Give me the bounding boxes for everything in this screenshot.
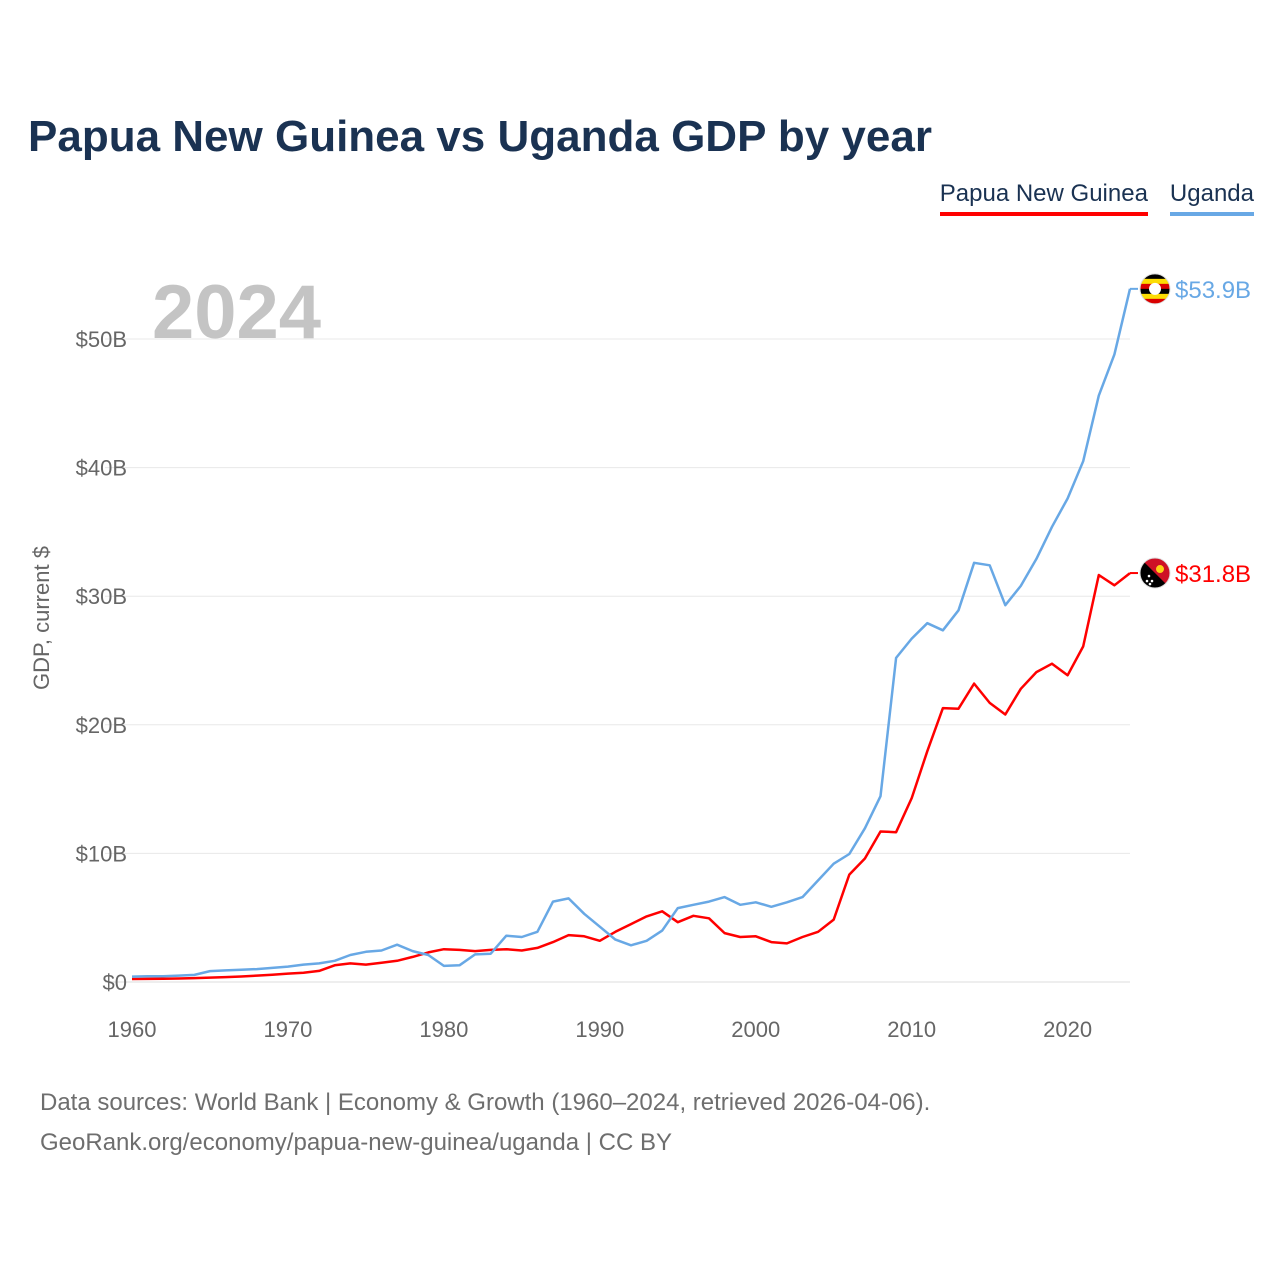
flag-stripe — [1140, 298, 1170, 304]
flag-icon-uganda — [1139, 273, 1171, 305]
footer-source: Data sources: World Bank | Economy & Gro… — [40, 1089, 931, 1116]
end-value-label-papua-new-guinea: $31.8B — [1175, 561, 1251, 588]
flag-emblem — [1149, 282, 1161, 295]
y-axis-label: GDP, current $ — [29, 546, 54, 690]
y-tick-label: $20B — [76, 713, 127, 738]
flag-star — [1148, 582, 1152, 586]
footer: Data sources: World Bank | Economy & Gro… — [40, 1083, 930, 1163]
y-axis-ticks: $0 $10B $20B $30B $40B $50B — [76, 327, 127, 995]
flag-ring — [1139, 273, 1171, 305]
series-lines — [131, 288, 1132, 981]
flag-stripe — [1140, 278, 1170, 285]
y-tick-label: $50B — [76, 327, 127, 352]
series-end-markers: $31.8B $53.9B — [1130, 273, 1251, 589]
x-tick-label: 2000 — [731, 1017, 780, 1042]
x-tick-label: 1970 — [263, 1017, 312, 1042]
legend-item-papua-new-guinea[interactable]: Papua New Guinea — [939, 180, 1148, 216]
legend-item-uganda[interactable]: Uganda — [1169, 180, 1254, 216]
end-value-label-uganda: $53.9B — [1175, 277, 1251, 304]
footer-link[interactable]: GeoRank.org/economy/papua-new-guinea/uga… — [40, 1129, 672, 1156]
y-tick-label: $40B — [76, 456, 127, 481]
flag-icon-papua-new-guinea — [1139, 557, 1171, 589]
flag-bird — [1156, 565, 1164, 574]
flag-star — [1145, 579, 1149, 583]
series-line-uganda — [131, 288, 1132, 978]
y-tick-label: $10B — [76, 841, 127, 866]
x-tick-label: 2010 — [887, 1017, 936, 1042]
flag-red-half — [1140, 558, 1170, 589]
x-tick-label: 1980 — [419, 1017, 468, 1042]
grid-lines — [105, 338, 1130, 983]
y-tick-label: $30B — [76, 584, 127, 609]
current-year-label: 2024 — [152, 270, 321, 355]
x-tick-label: 1990 — [575, 1017, 624, 1042]
x-tick-label: 2020 — [1043, 1017, 1092, 1042]
x-tick-label: 1960 — [108, 1017, 157, 1042]
x-axis-ticks: 1960 1970 1980 1990 2000 2010 2020 — [108, 1017, 1093, 1042]
flag-stripe — [1140, 293, 1170, 300]
flag-ring — [1139, 557, 1171, 589]
flag-halves — [1140, 558, 1170, 589]
y-tick-label: $0 — [103, 970, 127, 995]
chart-title: Papua New Guinea vs Uganda GDP by year — [28, 112, 932, 161]
flag-star — [1150, 579, 1154, 583]
flag-stripe — [1140, 273, 1170, 280]
flag-star — [1147, 574, 1151, 578]
legend: Papua New Guinea Uganda — [939, 180, 1254, 216]
series-line-papua-new-guinea — [131, 572, 1131, 981]
